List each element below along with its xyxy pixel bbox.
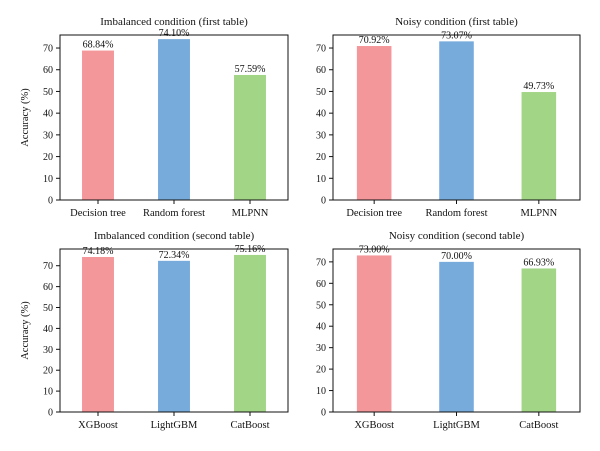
x-tick-label: XGBoost <box>78 420 118 431</box>
chart-title: Imbalanced condition (second table) <box>94 230 255 242</box>
y-tick-label: 30 <box>316 343 326 354</box>
y-tick-label: 0 <box>321 408 326 419</box>
data-label: 74.18% <box>83 246 114 257</box>
y-tick-label: 60 <box>316 279 326 290</box>
x-tick-label: MLPNN <box>232 208 269 219</box>
x-tick-label: Decision tree <box>346 208 402 219</box>
chart-panel-noisy-second-table: Noisy condition (second table) 0 10 20 30 40 5… <box>316 230 581 431</box>
y-tick-label: 70 <box>316 257 326 268</box>
bar-xgboost <box>82 256 114 412</box>
data-label: 73.00% <box>359 244 390 255</box>
data-label: 68.84% <box>83 40 114 51</box>
y-tick-label: 70 <box>43 261 53 272</box>
chart-title: Imbalanced condition (first table) <box>100 16 248 28</box>
x-tick-label: LightGBM <box>433 420 480 431</box>
y-tick-label: 70 <box>316 44 326 55</box>
x-tick-label: Random forest <box>425 208 487 219</box>
y-tick-label: 0 <box>321 196 326 207</box>
y-tick-label: 20 <box>43 366 53 377</box>
y-tick-label: 60 <box>316 65 326 76</box>
bar-lightgbm <box>158 260 190 412</box>
y-tick-label: 30 <box>43 345 53 356</box>
plot-frame <box>332 248 581 413</box>
bar-xgboost <box>356 255 392 412</box>
y-tick-label: 50 <box>316 300 326 311</box>
plot-frame <box>59 34 289 201</box>
bar-catboost <box>234 254 266 412</box>
y-tick-label: 10 <box>316 386 326 397</box>
bar-decision-tree <box>356 46 392 200</box>
x-tick-label: CatBoost <box>230 420 269 431</box>
x-tick-label: XGBoost <box>354 420 394 431</box>
x-tick-label: CatBoost <box>519 420 558 431</box>
chart-title: Noisy condition (second table) <box>389 230 525 242</box>
y-tick-label: 30 <box>316 130 326 141</box>
y-tick-label: 30 <box>43 130 53 141</box>
data-label: 66.93% <box>523 257 554 268</box>
y-tick-label: 0 <box>48 196 53 207</box>
y-tick-label: 10 <box>43 387 53 398</box>
y-tick-label: 60 <box>43 282 53 293</box>
y-tick-label: 40 <box>316 322 326 333</box>
data-label: 73.07% <box>441 30 472 41</box>
bar-lightgbm <box>439 261 474 412</box>
y-tick-label: 50 <box>43 303 53 314</box>
y-axis-label: Accuracy (%) <box>20 301 31 360</box>
y-tick-label: 70 <box>43 44 53 55</box>
y-tick-label: 50 <box>316 87 326 98</box>
bar-decision-tree <box>82 50 114 200</box>
y-tick-label: 20 <box>316 152 326 163</box>
chart-title: Noisy condition (first table) <box>395 16 518 28</box>
chart-panel-imbalanced-second-table: Imbalanced condition (second table) Accur… <box>20 230 289 431</box>
bar-random-forest <box>158 39 190 200</box>
y-tick-label: 50 <box>43 87 53 98</box>
data-label: 72.34% <box>159 250 190 261</box>
y-tick-label: 40 <box>43 324 53 335</box>
data-label: 74.10% <box>159 28 190 39</box>
plot-frame <box>332 34 581 201</box>
y-tick-label: 20 <box>43 152 53 163</box>
x-tick-label: Decision tree <box>70 208 126 219</box>
chart-panel-imbalanced-first-table: Imbalanced condition (first table) Accura… <box>20 16 289 219</box>
y-tick-label: 40 <box>316 109 326 120</box>
bar-mlpnn <box>234 74 266 200</box>
data-label: 70.92% <box>359 35 390 46</box>
data-label: 49.73% <box>523 81 554 92</box>
bar-catboost <box>521 268 557 412</box>
y-tick-label: 10 <box>316 174 326 185</box>
y-axis-label: Accuracy (%) <box>20 88 31 147</box>
y-tick-label: 10 <box>43 174 53 185</box>
y-tick-label: 0 <box>48 408 53 419</box>
data-label: 70.00% <box>441 251 472 262</box>
data-label: 57.59% <box>235 64 266 75</box>
x-tick-label: LightGBM <box>151 420 198 431</box>
y-tick-label: 40 <box>43 109 53 120</box>
x-tick-label: MLPNN <box>520 208 557 219</box>
x-tick-label: Random forest <box>143 208 205 219</box>
bar-random-forest <box>439 41 474 201</box>
chart-panel-noisy-first-table: Noisy condition (first table) 0 10 20 30 40 50… <box>316 16 581 219</box>
bar-mlpnn <box>521 92 557 200</box>
plot-frame <box>59 248 289 413</box>
y-tick-label: 20 <box>316 365 326 376</box>
y-tick-label: 60 <box>43 65 53 76</box>
